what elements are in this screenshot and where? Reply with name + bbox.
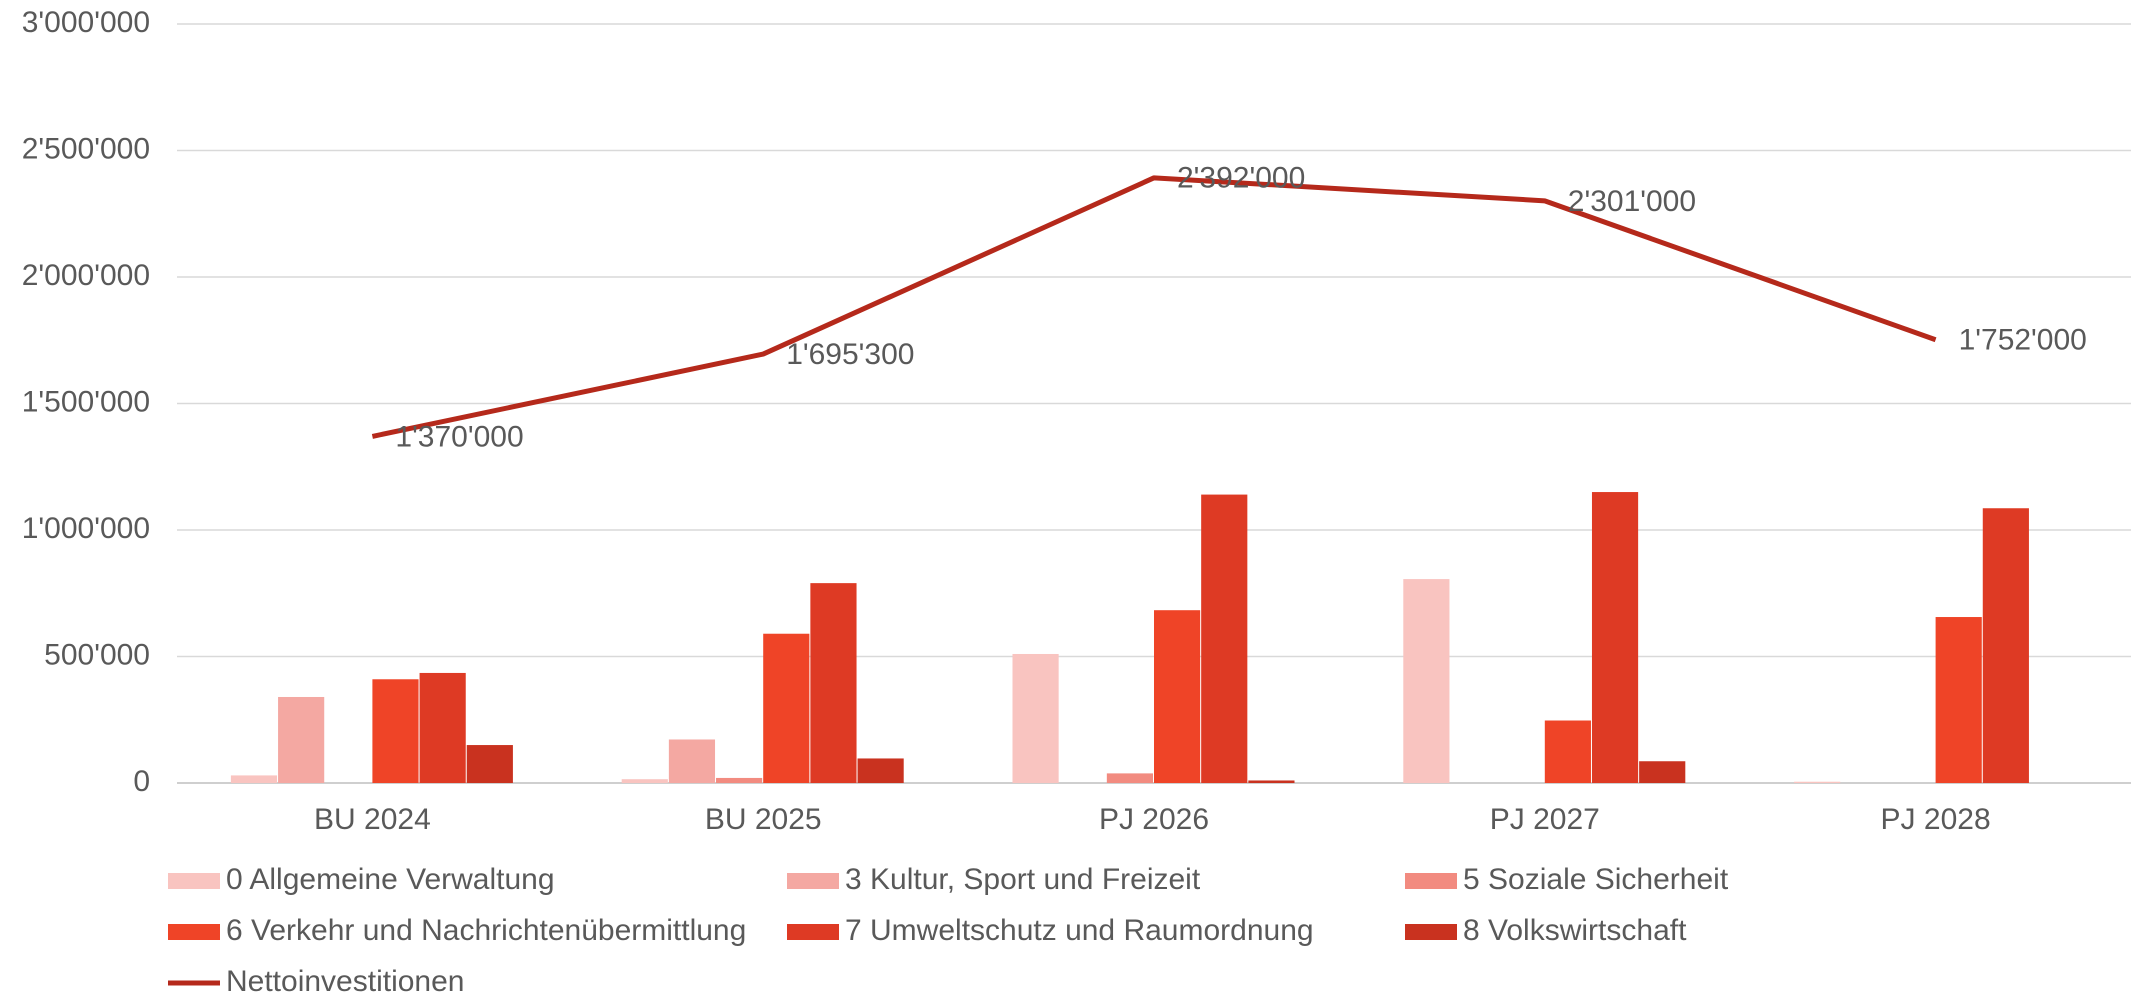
y-tick-label: 2'000'000 — [22, 259, 150, 292]
y-tick-label: 2'500'000 — [22, 132, 150, 165]
legend-swatch — [168, 873, 220, 889]
bar — [810, 583, 857, 783]
bar — [857, 758, 904, 783]
bar — [668, 739, 716, 783]
bar — [1639, 761, 1686, 783]
line — [371, 175, 1937, 439]
legend-swatch — [1405, 924, 1457, 940]
bar — [716, 777, 763, 783]
legend-label: Nettoinvestitionen — [226, 965, 464, 998]
bar — [1201, 494, 1248, 783]
x-tick-label: PJ 2028 — [1881, 803, 1991, 836]
x-tick-label: BU 2024 — [314, 803, 431, 836]
data-label: 2'392'000 — [1177, 162, 1305, 195]
legend-label: 0 Allgemeine Verwaltung — [226, 863, 555, 896]
bar — [1591, 492, 1639, 783]
bar — [278, 696, 325, 783]
bar — [1935, 617, 1982, 783]
legend-swatch — [168, 924, 220, 940]
data-label: 1'752'000 — [1959, 324, 2087, 357]
y-tick-label: 500'000 — [44, 638, 150, 671]
bar — [1012, 653, 1059, 783]
legend-label: 6 Verkehr und Nachrichtenübermittlung — [226, 914, 746, 947]
bar — [1544, 720, 1591, 783]
legend-swatch — [787, 873, 839, 889]
legend-label: 3 Kultur, Sport und Freizeit — [845, 863, 1201, 896]
y-tick-label: 0 — [133, 765, 150, 798]
y-tick-label: 1'500'000 — [22, 385, 150, 418]
x-tick-label: PJ 2027 — [1490, 803, 1600, 836]
bar — [1982, 508, 2029, 783]
x-tick-label: PJ 2026 — [1099, 803, 1209, 836]
legend-label: 7 Umweltschutz und Raumordnung — [845, 914, 1314, 947]
x-tick-label: BU 2025 — [705, 803, 822, 836]
data-label: 2'301'000 — [1568, 185, 1696, 218]
legend-swatch — [787, 924, 839, 940]
bar — [1403, 579, 1450, 783]
bar — [1106, 773, 1153, 783]
legend-swatch — [1405, 873, 1457, 889]
bar — [621, 779, 668, 783]
data-label: 1'695'300 — [786, 338, 914, 371]
y-tick-label: 1'000'000 — [22, 512, 150, 545]
bar — [466, 745, 513, 783]
bar — [1248, 780, 1295, 783]
bar — [419, 672, 466, 783]
legend-label: 8 Volkswirtschaft — [1463, 914, 1687, 947]
legend-label: 5 Soziale Sicherheit — [1463, 863, 1729, 896]
bar — [1794, 781, 1841, 783]
y-tick-label: 3'000'000 — [22, 6, 150, 39]
bar — [1154, 610, 1201, 783]
data-label: 1'370'000 — [395, 420, 523, 453]
bar — [230, 775, 278, 783]
bar — [763, 633, 810, 783]
bar — [372, 679, 419, 783]
